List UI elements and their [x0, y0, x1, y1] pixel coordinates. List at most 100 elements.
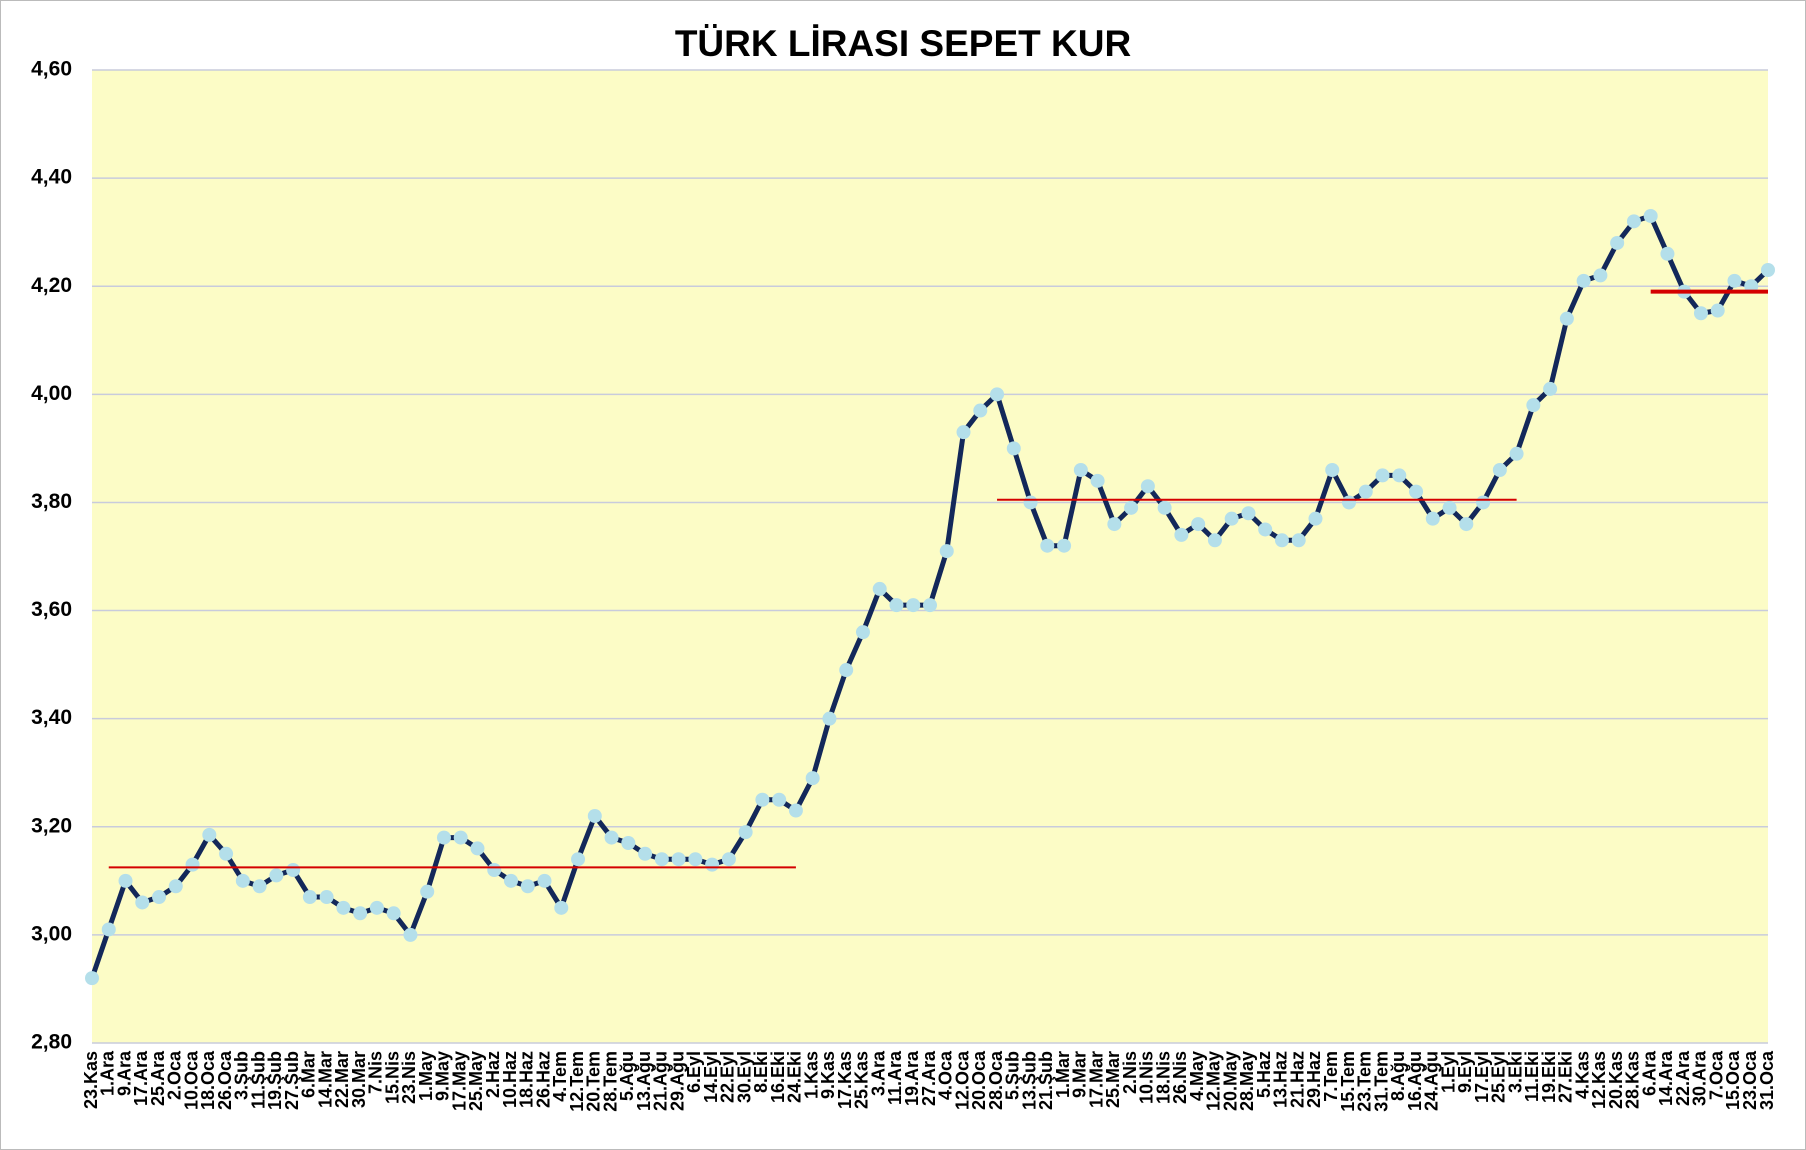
x-tick-label: 11.Ara [885, 1050, 905, 1105]
x-tick-label: 6.Mar [299, 1051, 319, 1098]
data-point [470, 841, 485, 856]
data-point [386, 906, 401, 921]
data-point [252, 879, 267, 894]
x-tick-label: 4.Kas [1572, 1051, 1592, 1099]
data-point [1526, 398, 1541, 413]
data-point [638, 846, 653, 861]
x-tick-label: 20.May [1220, 1051, 1240, 1111]
x-tick-label: 5.Haz [1254, 1051, 1274, 1098]
data-point [855, 625, 870, 640]
data-point [1358, 484, 1373, 499]
x-tick-label: 15.Nis [382, 1051, 402, 1104]
y-tick-label: 3,00 [31, 922, 72, 945]
x-tick-label: 25.Kas [852, 1051, 872, 1109]
x-tick-label: 8.Ağu [1388, 1051, 1408, 1101]
data-point [1660, 246, 1675, 261]
x-tick-label: 25.May [466, 1051, 486, 1111]
data-point [805, 771, 820, 786]
data-point [487, 863, 502, 878]
data-point [185, 857, 200, 872]
x-tick-label: 11.Eki [1522, 1051, 1542, 1102]
x-tick-label: 23.Nis [399, 1051, 419, 1104]
x-tick-label: 3.Şub [232, 1051, 252, 1100]
x-tick-label: 1.Kas [801, 1051, 821, 1099]
data-point [1207, 533, 1222, 548]
data-point [1057, 538, 1072, 553]
x-tick-label: 14.Mar [315, 1051, 335, 1108]
data-point [990, 387, 1005, 402]
x-tick-label: 28.Kas [1623, 1051, 1643, 1109]
data-point [788, 803, 803, 818]
data-point [302, 890, 317, 905]
x-tick-label: 7.Nis [366, 1051, 386, 1094]
x-tick-label: 12.May [1204, 1051, 1224, 1111]
x-tick-label: 16.Ağu [1405, 1051, 1425, 1111]
data-point [1425, 511, 1440, 526]
x-tick-label: 10.Nis [1137, 1051, 1157, 1104]
x-tick-label: 19.Eki [1539, 1051, 1559, 1103]
x-tick-label: 30.Mar [349, 1051, 369, 1108]
data-point [872, 581, 887, 596]
y-tick-label: 3,20 [31, 814, 72, 837]
data-point [1492, 463, 1507, 478]
x-tick-label: 10.Haz [500, 1051, 520, 1108]
x-tick-label: 28.Oca [986, 1050, 1006, 1110]
data-point [956, 425, 971, 440]
y-tick-label: 4,20 [31, 274, 72, 297]
x-tick-label: 21.Haz [1287, 1051, 1307, 1108]
x-tick-label: 9.Ara [114, 1050, 134, 1096]
data-point [1274, 533, 1289, 548]
x-tick-label: 30.Eyl [734, 1051, 754, 1103]
x-tick-label: 22.Eyl [718, 1051, 738, 1103]
data-point [621, 835, 636, 850]
data-point [1241, 506, 1256, 521]
x-tick-label: 2.Nis [1120, 1051, 1140, 1094]
x-tick-label: 12.Oca [952, 1050, 972, 1110]
x-tick-label: 1.Eyl [1438, 1051, 1458, 1093]
data-point [1124, 500, 1139, 515]
x-tick-label: 23.Tem [1355, 1051, 1375, 1112]
x-tick-label: 31.Tem [1371, 1051, 1391, 1112]
data-point [1710, 303, 1725, 318]
x-tick-label: 9.Mar [1070, 1051, 1090, 1098]
x-tick-label: 29.Ağu [667, 1051, 687, 1111]
data-point [705, 857, 720, 872]
data-point [101, 922, 116, 937]
x-tick-label: 14.Eyl [701, 1051, 721, 1103]
data-point [1409, 484, 1424, 499]
data-point [772, 792, 787, 807]
data-point [319, 890, 334, 905]
x-tick-label: 9.May [433, 1051, 453, 1101]
x-tick-label: 3.Eki [1505, 1051, 1525, 1093]
data-point [839, 663, 854, 678]
x-tick-label: 24.Ağu [1422, 1051, 1442, 1111]
x-tick-label: 25.Eyl [1489, 1051, 1509, 1103]
y-tick-label: 3,80 [31, 490, 72, 513]
x-tick-label: 7.Oca [1706, 1050, 1726, 1100]
data-point [286, 863, 301, 878]
x-tick-label: 26.Haz [533, 1051, 553, 1108]
data-point [1593, 268, 1608, 283]
x-tick-label: 20.Kas [1606, 1051, 1626, 1109]
data-point [906, 598, 921, 613]
data-point [202, 827, 217, 842]
data-point [219, 846, 234, 861]
x-tick-label: 23.Kas [81, 1051, 101, 1109]
x-tick-label: 28.May [1237, 1051, 1257, 1111]
x-tick-label: 26.Oca [215, 1050, 235, 1110]
data-point [1727, 273, 1742, 288]
x-tick-label: 16.Eki [768, 1051, 788, 1103]
data-point [520, 879, 535, 894]
data-point [135, 895, 150, 910]
x-tick-label: 25.Mar [1103, 1051, 1123, 1108]
data-point [1107, 517, 1122, 532]
data-point [587, 808, 602, 823]
x-tick-label: 18.Oca [198, 1050, 218, 1110]
data-point [939, 544, 954, 559]
data-point [822, 711, 837, 726]
data-point [671, 852, 686, 867]
x-tick-label: 27.Ara [919, 1050, 939, 1106]
data-point [1191, 517, 1206, 532]
